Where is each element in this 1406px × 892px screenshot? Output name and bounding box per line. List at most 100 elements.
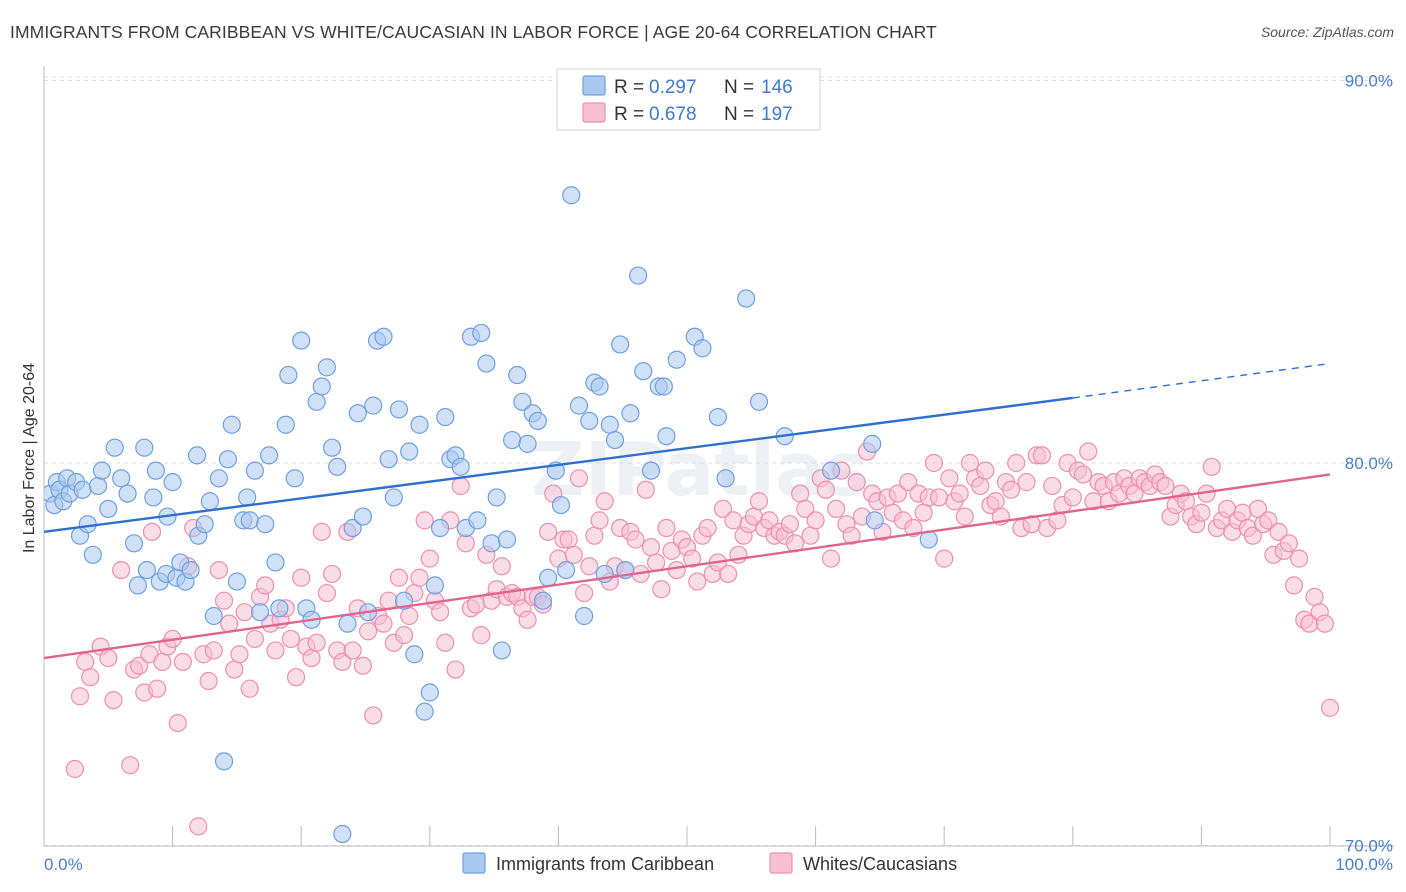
scatter-point [1320, 698, 1340, 717]
scatter-point [451, 476, 470, 496]
scatter-point [446, 660, 465, 679]
legend-r-label: R = [614, 104, 644, 125]
trend-line-whites [44, 473, 1331, 660]
scatter-point [187, 446, 207, 465]
y-tick-label: 90.0% [1345, 72, 1393, 91]
scatter-point [698, 518, 717, 538]
scatter-point [719, 564, 738, 584]
scatter-point [394, 626, 414, 645]
scatter-point [569, 469, 589, 488]
scatter-point [914, 503, 933, 522]
scatter-point [405, 645, 424, 664]
scatter-point [302, 648, 321, 668]
scatter-point [708, 408, 727, 427]
legend-swatch-pink [582, 102, 606, 123]
scatter-point [146, 461, 165, 480]
scatter-point [986, 492, 1005, 511]
scatter-point [307, 392, 326, 411]
scatter-point [144, 488, 163, 507]
legend-swatch-blue [582, 75, 606, 96]
series-legend-label: Immigrants from Caribbean [496, 854, 714, 874]
scatter-point [436, 633, 455, 652]
scatter-point [1001, 480, 1021, 499]
scatter-point [955, 507, 974, 526]
scatter-point [364, 396, 383, 415]
scatter-point [575, 583, 594, 603]
scatter-point [801, 526, 820, 545]
scatter-point [400, 442, 419, 461]
scatter-point [181, 560, 200, 580]
scatter-point [135, 438, 154, 457]
scatter-point [634, 362, 653, 381]
scatter-point [551, 495, 571, 515]
scatter-point [575, 606, 594, 626]
scatter-point [821, 549, 841, 568]
scatter-point [451, 457, 470, 476]
scatter-point [641, 538, 661, 557]
scatter-point [281, 629, 301, 649]
legend-n-label: N = [724, 77, 754, 98]
scatter-point [99, 648, 118, 668]
legend-n-label: N = [724, 104, 754, 125]
scatter-point [118, 484, 137, 503]
scatter-point [240, 679, 259, 698]
scatter-point [163, 473, 182, 492]
scatter-point [259, 446, 279, 465]
legend-n-value: 146 [761, 77, 793, 98]
scatter-point [477, 354, 496, 373]
scatter-point [585, 526, 604, 545]
scatter-point [214, 591, 234, 610]
scatter-point [343, 518, 362, 538]
correlation-legend: R = 0.297 N = 146 R = 0.678 N = 197 [556, 68, 821, 131]
scatter-point [466, 595, 486, 614]
scatter-point [420, 683, 439, 702]
scatter-point [266, 553, 285, 572]
scatter-point [256, 576, 275, 595]
y-tick-label: 80.0% [1345, 454, 1393, 473]
scatter-point [654, 377, 673, 396]
scatter-point [1079, 442, 1098, 461]
scatter-point [1305, 587, 1324, 606]
scatter-point [245, 629, 265, 649]
scatter-point [73, 480, 92, 499]
scatter-point [935, 549, 954, 568]
scatter-point [338, 614, 357, 633]
scatter-point [518, 434, 537, 453]
scatter-point [142, 522, 162, 541]
scatter-point [266, 641, 285, 660]
scatter-point [214, 752, 234, 771]
scatter-point [688, 572, 707, 591]
scatter-point [629, 266, 648, 285]
scatter-point [513, 392, 532, 411]
scatter-point [503, 430, 522, 450]
scatter-point [611, 335, 630, 354]
scatter-point [456, 534, 475, 553]
scatter-point [564, 545, 583, 564]
scatter-point [353, 507, 373, 526]
scatter-point [559, 530, 578, 549]
scatter-point [88, 476, 108, 496]
scatter-point [256, 515, 275, 534]
series-legend-swatch-pink [769, 852, 793, 874]
scatter-point [230, 645, 249, 664]
scatter-point [199, 671, 218, 691]
scatter-point [189, 817, 208, 836]
scatter-point [374, 614, 393, 633]
axes [43, 66, 1394, 847]
scatter-point [99, 499, 118, 518]
scatter-point [580, 557, 599, 576]
scatter-point [358, 622, 378, 641]
scatter-point [492, 557, 511, 576]
scatter-point [1156, 476, 1175, 496]
scatter-point [389, 568, 409, 587]
scatter-point [209, 560, 228, 580]
scatter-point [569, 396, 589, 415]
x-tick-label: 0.0% [44, 855, 83, 874]
scatter-point [600, 415, 619, 434]
scatter-point [328, 457, 347, 476]
scatter-point [1243, 526, 1262, 545]
scatter-point [1202, 457, 1221, 476]
scatter-point [683, 549, 702, 568]
scatter-point [173, 652, 192, 672]
scatter-point [1233, 503, 1252, 522]
